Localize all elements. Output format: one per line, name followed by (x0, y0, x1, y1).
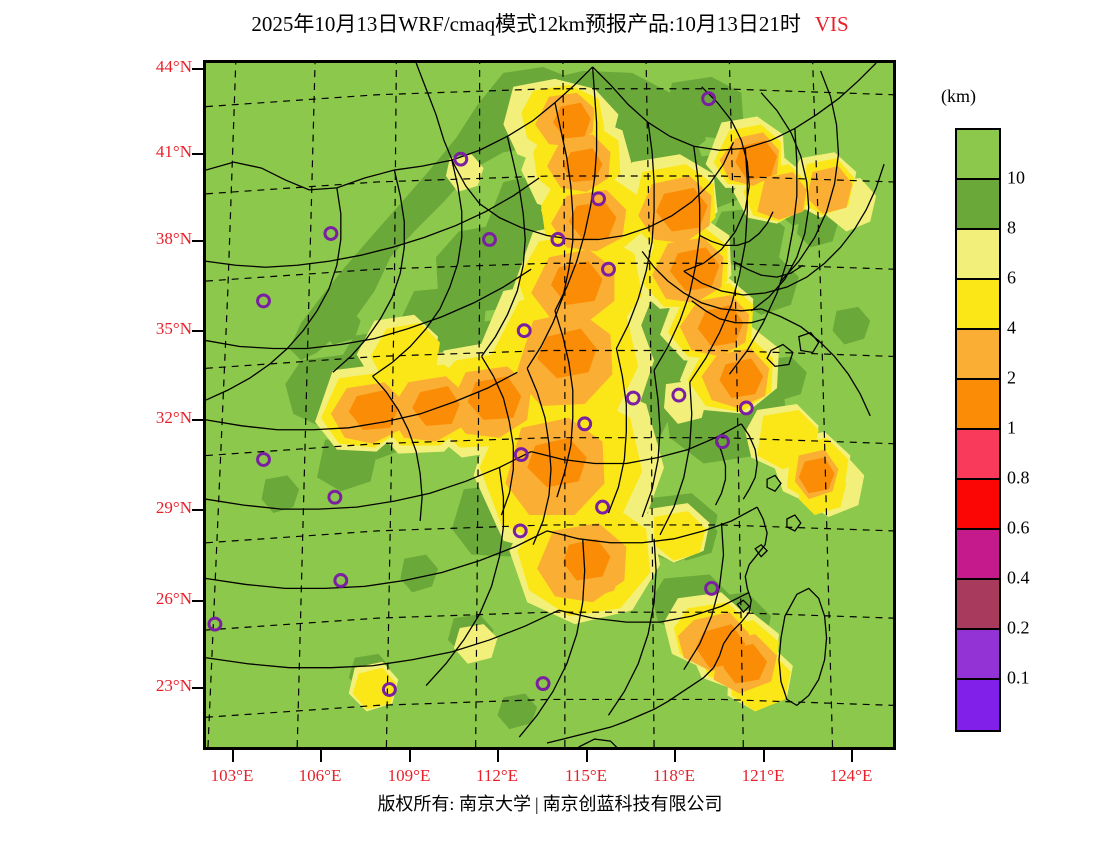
y-axis-tick-label: 29°N (155, 498, 192, 517)
y-axis-tick-label: 41°N (155, 142, 192, 161)
x-axis-tick-label: 112°E (475, 766, 519, 785)
colorbar-band (957, 180, 999, 230)
x-axis-tick-label: 106°E (298, 766, 342, 785)
x-axis-tick-mark (586, 750, 588, 762)
colorbar-tick-label: 1 (1007, 417, 1016, 438)
x-axis-tick-label: 109°E (387, 766, 431, 785)
x-axis-tick-mark (497, 750, 499, 762)
x-axis-tick-mark (409, 750, 411, 762)
x-axis-tick-mark (232, 750, 234, 762)
colorbar-tick-label: 0.6 (1007, 517, 1030, 538)
colorbar-tick-label: 8 (1007, 217, 1016, 238)
y-axis-tick-label: 38°N (155, 229, 192, 248)
administrative-boundaries (206, 63, 885, 747)
y-axis-labels: 44°N 41°N 38°N 35°N 32°N 29°N 26°N 23°N (110, 0, 192, 850)
colorbar-tick-label: 0.4 (1007, 567, 1030, 588)
colorbar-tick-label: 2 (1007, 367, 1016, 388)
y-axis-tick-label: 32°N (155, 408, 192, 427)
colorbar-band (957, 680, 999, 730)
y-axis-tick-mark (192, 600, 204, 602)
footer-right-text: 南京创蓝科技有限公司 (542, 794, 723, 814)
x-axis-tick-label: 103°E (210, 766, 254, 785)
colorbar-tick-label: 6 (1007, 267, 1016, 288)
footer-separator: | (534, 794, 539, 814)
colorbar-tick-label: 0.2 (1007, 617, 1030, 638)
colorbar-band (957, 430, 999, 480)
x-axis-tick-label: 115°E (564, 766, 608, 785)
x-axis-tick-label: 124°E (829, 766, 873, 785)
colorbar-band (957, 580, 999, 630)
y-axis-tick-label: 44°N (155, 57, 192, 76)
colorbar-tick-label: 10 (1007, 167, 1025, 188)
graticule-gridlines (206, 63, 893, 747)
visibility-heatmap (206, 63, 893, 747)
title-main-text: 2025年10月13日WRF/cmaq模式12km预报产品:10月13日21时 (251, 12, 801, 36)
y-axis-tick-label: 23°N (155, 676, 192, 695)
colorbar-unit-label: (km) (941, 86, 976, 106)
x-axis-tick-mark (320, 750, 322, 762)
footer-left-text: 版权所有: 南京大学 (377, 794, 531, 814)
y-axis-tick-mark (192, 68, 204, 70)
copyright-footer: 版权所有: 南京大学 | 南京创蓝科技有限公司 (0, 790, 1100, 816)
colorbar-tick-label: 0.8 (1007, 467, 1030, 488)
y-axis-tick-mark (192, 687, 204, 689)
x-axis-tick-label: 121°E (741, 766, 785, 785)
map-plot-area[interactable] (203, 60, 896, 750)
colorbar-band (957, 130, 999, 180)
y-axis-tick-label: 35°N (155, 319, 192, 338)
x-axis-tick-mark (763, 750, 765, 762)
x-axis-tick-mark (674, 750, 676, 762)
y-axis-tick-label: 26°N (155, 589, 192, 608)
y-axis-tick-mark (192, 419, 204, 421)
colorbar-band (957, 280, 999, 330)
y-axis-tick-mark (192, 240, 204, 242)
colorbar-band (957, 230, 999, 280)
y-axis-tick-mark (192, 509, 204, 511)
x-axis-tick-label: 118°E (652, 766, 696, 785)
colorbar-band (957, 530, 999, 580)
colorbar-tick-label: 0.1 (1007, 667, 1030, 688)
y-axis-tick-mark (192, 330, 204, 332)
y-axis-tick-mark (192, 153, 204, 155)
x-axis-tick-mark (851, 750, 853, 762)
colorbar-tick-label: 4 (1007, 317, 1016, 338)
title-variable-label: VIS (814, 12, 849, 36)
page-title: 2025年10月13日WRF/cmaq模式12km预报产品:10月13日21时 V… (0, 8, 1100, 38)
colorbar-band (957, 480, 999, 530)
colorbar-band (957, 380, 999, 430)
colorbar-band (957, 630, 999, 680)
station-marker-group (207, 91, 754, 697)
colorbar[interactable] (955, 128, 1001, 732)
colorbar-band (957, 330, 999, 380)
